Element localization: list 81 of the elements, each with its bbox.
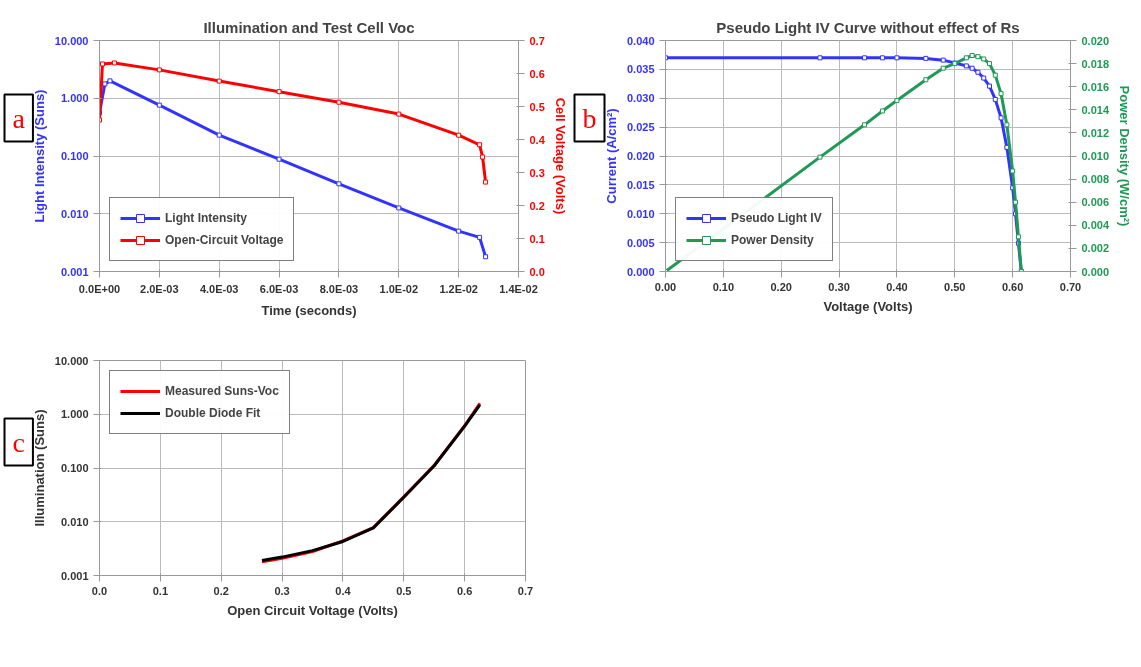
y-tick-label: 0.001	[60, 569, 89, 582]
legend-label: Pseudo Light IV	[731, 211, 822, 225]
y2-tick-label: 0.5	[529, 100, 545, 113]
x-tick-label: 0.70	[1059, 280, 1082, 293]
x-tick-label: 0.50	[944, 280, 966, 293]
y2-tick-label: 0.018	[1081, 57, 1110, 70]
y2-tick-label: 0.2	[529, 199, 545, 212]
y2-tick-label: 0.004	[1081, 219, 1110, 232]
y-tick-label: 0.010	[60, 515, 89, 528]
y2-tick-label: 0.4	[529, 133, 546, 146]
y2-tick-label: 0.3	[529, 166, 545, 179]
x-tick-label: 0.6	[457, 584, 473, 597]
chart-title: Pseudo Light IV Curve without effect of Rs	[716, 18, 1020, 36]
legend-label: Measured Suns-Voc	[165, 384, 279, 398]
x-tick-label: 0.30	[828, 280, 850, 293]
y2-tick-label: 0.010	[1081, 150, 1110, 162]
x-tick-label: 0.10	[712, 280, 735, 293]
y2-axis-title: Power Density (W/cm²)	[1117, 85, 1133, 227]
x-tick-label: 0.20	[770, 280, 792, 293]
y2-tick-label: 0.1	[529, 232, 545, 245]
y2-tick-label: 0.012	[1081, 126, 1110, 139]
x-tick-label: 8.0E-03	[319, 282, 359, 295]
y2-tick-label: 0.6	[529, 67, 545, 80]
y-tick-label: 1.000	[60, 408, 89, 421]
x-tick-label: 0.1	[152, 584, 169, 597]
x-tick-label: 1.4E-02	[499, 282, 538, 295]
y2-tick-label: 0.016	[1081, 80, 1110, 93]
y-axis-title: Current (A/cm²)	[603, 108, 619, 204]
y-tick-label: 0.001	[60, 265, 89, 278]
x-tick-label: 0.4	[335, 584, 352, 597]
chart-title: Illumination and Test Cell Voc	[203, 18, 415, 36]
y-tick-label: 10.000	[54, 34, 89, 47]
y-tick-label: 0.040	[626, 34, 655, 47]
y2-tick-label: 0.000	[1081, 265, 1110, 278]
y-tick-label: 0.010	[60, 207, 89, 220]
x-tick-label: 0.5	[396, 584, 412, 597]
y2-tick-label: 0.008	[1081, 173, 1110, 186]
x-axis-title: Open Circuit Voltage (Volts)	[227, 602, 398, 618]
y-tick-label: 1.000	[60, 92, 89, 105]
x-tick-label: 0.7	[517, 584, 534, 597]
x-tick-label: 1.0E-02	[379, 282, 419, 295]
text: c	[12, 426, 25, 458]
y-tick-label: 0.030	[626, 92, 655, 105]
y2-tick-label: 0.014	[1081, 103, 1110, 116]
y-tick-label: 0.010	[626, 207, 655, 220]
y-tick-label: 10.000	[54, 354, 89, 367]
y2-tick-label: 0.0	[529, 265, 545, 278]
x-tick-label: 4.0E-03	[199, 282, 239, 295]
x-tick-label: 0.0E+00	[78, 282, 121, 295]
x-tick-label: 0.40	[886, 280, 908, 293]
text: b	[582, 102, 597, 134]
y2-axis-title: Cell Voltage (Volts)	[552, 97, 568, 215]
y-tick-label: 0.000	[626, 265, 655, 278]
y2-tick-label: 0.002	[1081, 242, 1110, 255]
x-axis-title: Time (seconds)	[261, 302, 357, 318]
y-axis-title: Illumination (Suns)	[31, 409, 47, 527]
y-tick-label: 0.100	[60, 462, 89, 474]
x-tick-label: 0.2	[213, 584, 229, 597]
y-tick-label: 0.005	[626, 236, 655, 249]
text: a	[12, 102, 26, 134]
x-tick-label: 6.0E-03	[259, 282, 299, 295]
y-tick-label: 0.025	[626, 121, 655, 134]
y2-tick-label: 0.7	[529, 34, 545, 47]
x-tick-label: 0.0	[91, 584, 108, 597]
y2-tick-label: 0.006	[1081, 196, 1110, 209]
y-axis-title: Light Intensity (Suns)	[31, 89, 47, 223]
x-tick-label: 0.60	[1001, 280, 1024, 293]
x-tick-label: 0.3	[274, 584, 290, 597]
legend-label: Double Diode Fit	[165, 406, 261, 420]
y-tick-label: 0.020	[626, 150, 655, 162]
legend-label: Light Intensity	[165, 211, 247, 225]
x-axis-title: Voltage (Volts)	[823, 298, 913, 314]
y-tick-label: 0.015	[626, 178, 655, 191]
x-tick-label: 1.2E-02	[439, 282, 478, 295]
legend-label: Open-Circuit Voltage	[165, 233, 284, 247]
y-tick-label: 0.035	[626, 63, 655, 76]
x-tick-label: 0.00	[654, 280, 677, 293]
legend-label: Power Density	[731, 233, 814, 247]
x-tick-label: 2.0E-03	[140, 282, 179, 295]
y-tick-label: 0.100	[60, 150, 89, 162]
y2-tick-label: 0.020	[1081, 34, 1110, 47]
